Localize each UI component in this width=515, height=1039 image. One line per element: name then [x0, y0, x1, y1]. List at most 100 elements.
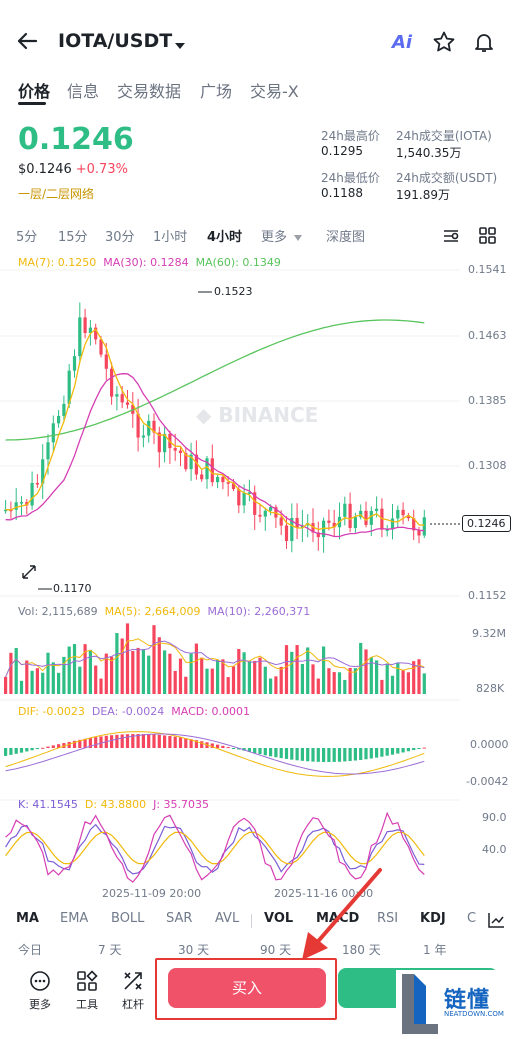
- ma30-legend: MA(30): 0.1284: [103, 256, 189, 269]
- network-tag[interactable]: 一层/二层网络: [18, 187, 95, 201]
- ma30-line: [5, 373, 425, 538]
- candle-body: [178, 450, 183, 454]
- ind-ema[interactable]: EMA: [60, 911, 89, 926]
- expand-icon[interactable]: [20, 563, 38, 585]
- candle-body: [242, 493, 246, 506]
- volume-bar: [200, 657, 204, 694]
- volume-bar: [46, 652, 50, 694]
- range-7d[interactable]: 7 天: [98, 943, 122, 957]
- chart-settings-icon[interactable]: [442, 227, 460, 249]
- candle-body: [406, 515, 410, 519]
- range-180d[interactable]: 180 天: [342, 943, 381, 957]
- volume-label: 24h成交量(IOTA): [396, 129, 492, 143]
- tool-tools[interactable]: 工具: [67, 970, 107, 1012]
- volume-bar: [231, 666, 236, 694]
- volume-bar: [332, 672, 336, 694]
- macd-value: MACD: 0.0001: [171, 705, 250, 718]
- ai-button[interactable]: Ai: [392, 32, 413, 53]
- ind-sar[interactable]: SAR: [166, 911, 193, 926]
- range-1y[interactable]: 1 年: [423, 943, 447, 957]
- ind-more[interactable]: C: [467, 911, 477, 926]
- candle-body: [72, 356, 77, 371]
- watermark-logo-icon: [402, 974, 438, 1034]
- tool-leverage[interactable]: 杠杆: [113, 970, 153, 1012]
- ind-rsi[interactable]: RSI: [377, 911, 399, 926]
- volume-value: 1,540.35万: [396, 146, 462, 160]
- depth-chart-tab[interactable]: 深度图: [326, 230, 366, 245]
- interval-4h[interactable]: 4小时: [207, 230, 243, 245]
- interval-30m[interactable]: 30分: [105, 230, 135, 245]
- star-icon[interactable]: [432, 30, 456, 58]
- tab-info[interactable]: 信息: [67, 82, 100, 101]
- kdj-axis-bottom: 40.0: [482, 843, 507, 856]
- macd-bar: [9, 748, 13, 755]
- tab-trade-x[interactable]: 交易-X: [250, 82, 299, 101]
- candle-body: [237, 489, 241, 506]
- more-chevron-icon[interactable]: [293, 231, 303, 246]
- tab-price[interactable]: 价格: [18, 82, 51, 101]
- macd-bar: [390, 748, 395, 755]
- macd-bar: [30, 748, 34, 751]
- macd-bar: [4, 748, 8, 756]
- volume-bar: [99, 678, 103, 694]
- volume-bar: [120, 638, 124, 694]
- ind-vol[interactable]: VOL: [264, 911, 294, 926]
- candle-body: [19, 502, 24, 504]
- candle-body: [327, 520, 331, 523]
- macd-bar: [226, 747, 230, 749]
- candle-body: [348, 503, 352, 528]
- candle-body: [125, 402, 130, 405]
- ind-kdj[interactable]: KDJ: [420, 911, 446, 926]
- interval-5m[interactable]: 5分: [16, 230, 38, 245]
- bell-icon[interactable]: [472, 30, 496, 58]
- macd-bar: [125, 734, 130, 748]
- volume-bar: [30, 670, 34, 694]
- ind-boll[interactable]: BOLL: [111, 911, 145, 926]
- candle-body: [99, 339, 103, 355]
- volume-bar: [25, 660, 29, 694]
- back-arrow-icon[interactable]: [16, 30, 38, 56]
- volume-bar: [173, 670, 177, 694]
- candle-body: [364, 510, 368, 525]
- pair-title[interactable]: IOTA/USDT: [58, 30, 173, 52]
- tool-more[interactable]: 更多: [20, 970, 60, 1012]
- volume-bar: [4, 676, 8, 694]
- indicator-settings-icon[interactable]: [487, 912, 505, 933]
- candle-body: [247, 492, 251, 494]
- volume-bar: [226, 677, 230, 694]
- volume-bar: [141, 649, 145, 694]
- watermark-text: ◆ BINANCE: [196, 403, 318, 427]
- range-30d[interactable]: 30 天: [178, 943, 210, 957]
- range-today[interactable]: 今日: [18, 943, 43, 957]
- buy-button[interactable]: 买入: [168, 968, 326, 1008]
- layout-grid-icon[interactable]: [479, 227, 496, 248]
- interval-more[interactable]: 更多: [261, 230, 288, 245]
- price-axis-5: 0.1152: [468, 589, 507, 602]
- macd-bar: [274, 748, 278, 758]
- candle-body: [359, 510, 363, 518]
- tool-leverage-label: 杠杆: [122, 998, 144, 1011]
- kdj-axis-top: 90.0: [482, 811, 507, 824]
- range-90d[interactable]: 90 天: [260, 943, 292, 957]
- volume-bar: [51, 662, 55, 694]
- interval-1h[interactable]: 1小时: [153, 230, 188, 245]
- tab-trade-data[interactable]: 交易数据: [117, 82, 182, 101]
- macd-bar: [369, 748, 373, 759]
- ind-avl[interactable]: AVL: [215, 911, 240, 926]
- candle-body: [35, 482, 39, 485]
- price-chart[interactable]: ◆ BINANCE: [0, 250, 515, 900]
- interval-15m[interactable]: 15分: [58, 230, 88, 245]
- candle-body: [226, 482, 230, 484]
- chevron-down-icon[interactable]: [174, 36, 186, 55]
- macd-bar: [348, 748, 352, 762]
- volume-bar: [258, 657, 262, 694]
- macd-bar: [147, 734, 151, 748]
- high-label: 24h最高价: [321, 129, 380, 143]
- volume-bar: [189, 653, 193, 694]
- macd-bar: [189, 739, 193, 748]
- amount-value: 191.89万: [396, 188, 450, 202]
- volume-bar: [221, 659, 225, 694]
- tab-square[interactable]: 广场: [200, 82, 233, 101]
- dea-value: DEA: -0.0024: [91, 705, 165, 718]
- ind-ma[interactable]: MA: [16, 911, 39, 926]
